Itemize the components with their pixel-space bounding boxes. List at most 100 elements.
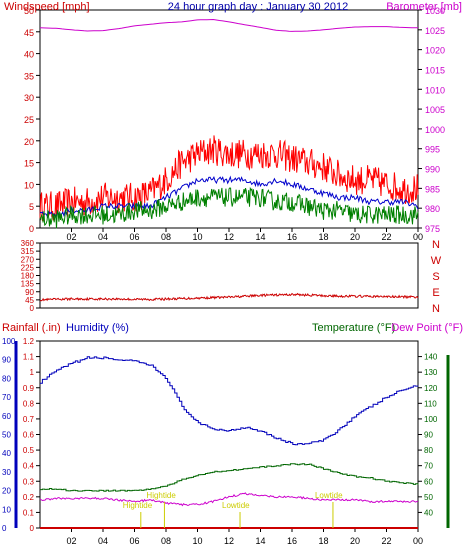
direction-tick-label: 180 (21, 272, 35, 281)
temp-tick-label: 130 (424, 368, 438, 377)
direction-tick-label: 360 (21, 239, 35, 248)
hour-tick-label: 10 (192, 232, 202, 242)
barometer-tick-label: 1025 (425, 26, 445, 36)
temp-tick-label: 120 (424, 384, 438, 393)
compass-label: W (431, 255, 442, 267)
barometer-tick-label: 1015 (425, 65, 445, 75)
rain-tick-label: 0.7 (23, 415, 35, 424)
rain-tick-label: 0.8 (23, 399, 35, 408)
hour-tick-label: 00 (413, 536, 423, 546)
humidity-tick-label: 30 (2, 468, 11, 477)
rain-tick-label: 0.2 (23, 493, 35, 502)
barometer-axis-label: Barometer [mb] (386, 1, 462, 13)
wind-tick-label: 40 (24, 50, 34, 60)
hour-tick-label: 12 (224, 232, 234, 242)
humidity-line (40, 356, 419, 446)
barometer-line (39, 18, 418, 32)
tide-annotation: Hightide (123, 501, 153, 510)
direction-tick-label: 270 (21, 255, 35, 264)
barometer-tick-label: 990 (425, 165, 440, 175)
hour-tick-label: 16 (287, 232, 297, 242)
rain-tick-label: 1.1 (23, 353, 35, 362)
compass-label: E (432, 287, 439, 299)
compass-label: N (432, 303, 440, 315)
hour-tick-label: 02 (66, 232, 76, 242)
hour-tick-label: 22 (381, 536, 391, 546)
hour-tick-label: 14 (255, 232, 265, 242)
rain-tick-label: 0.6 (23, 431, 35, 440)
humidity-axis-label: Humidity (%) (66, 322, 129, 334)
rain-tick-label: 1 (30, 368, 35, 377)
hour-tick-label: 18 (318, 232, 328, 242)
rainfall-axis-label: Rainfall (.in) (2, 322, 61, 334)
humidity-tick-label: 60 (2, 412, 11, 421)
barometer-tick-label: 1000 (425, 125, 445, 135)
rain-tick-label: 0.5 (23, 446, 35, 455)
hour-tick-label: 20 (350, 232, 360, 242)
hour-tick-label: 12 (224, 536, 234, 546)
wind-gust-line (39, 135, 419, 222)
hour-tick-label: 22 (381, 232, 391, 242)
humidity-tick-label: 80 (2, 374, 11, 383)
rain-tick-label: 0.3 (23, 477, 35, 486)
temp-tick-label: 80 (424, 446, 433, 455)
direction-tick-label: 225 (21, 263, 35, 272)
direction-tick-label: 0 (30, 304, 35, 313)
rain-tick-label: 1.2 (23, 337, 35, 346)
hour-tick-label: 06 (129, 232, 139, 242)
wind-tick-label: 25 (24, 115, 34, 125)
wind-tick-label: 10 (24, 180, 34, 190)
temp-tick-label: 70 (424, 462, 433, 471)
hour-tick-label: 14 (255, 536, 265, 546)
hour-tick-label: 04 (98, 536, 108, 546)
wind-tick-label: 20 (24, 137, 34, 147)
temperature-axis-label: Temperature (°F) (312, 322, 395, 334)
rain-tick-label: 0 (30, 524, 35, 533)
humidity-tick-label: 50 (2, 431, 11, 440)
humidity-tick-label: 70 (2, 393, 11, 402)
temp-tick-label: 140 (424, 353, 438, 362)
temp-tick-label: 60 (424, 477, 433, 486)
direction-tick-label: 45 (25, 296, 34, 305)
hour-tick-label: 18 (318, 536, 328, 546)
temp-tick-label: 90 (424, 431, 433, 440)
compass-label: N (432, 239, 440, 251)
hour-tick-label: 10 (192, 536, 202, 546)
barometer-tick-label: 980 (425, 204, 440, 214)
hour-tick-label: 08 (161, 232, 171, 242)
humidity-tick-label: 90 (2, 356, 11, 365)
barometer-tick-label: 975 (425, 224, 440, 234)
hour-tick-label: 20 (350, 536, 360, 546)
barometer-tick-label: 1020 (425, 46, 445, 56)
compass-label: S (432, 271, 439, 283)
barometer-tick-label: 1005 (425, 105, 445, 115)
direction-tick-label: 135 (21, 280, 35, 289)
rain-tick-label: 0.4 (23, 462, 35, 471)
direction-tick-label: 90 (25, 288, 34, 297)
dewpoint-line (39, 492, 419, 507)
wind-tick-label: 30 (24, 93, 34, 103)
humidity-tick-label: 100 (2, 337, 16, 346)
temp-tick-label: 100 (424, 415, 438, 424)
temp-tick-label: 50 (424, 493, 433, 502)
direction-tick-label: 315 (21, 247, 35, 256)
wind-tick-label: 35 (24, 71, 34, 81)
tide-annotation: Hightide (146, 491, 176, 500)
hour-tick-label: 08 (161, 536, 171, 546)
wind-avg-line (39, 186, 419, 229)
graph-title: 24 hour graph day : January 30 2012 (168, 1, 348, 13)
wind-tick-label: 50 (24, 6, 34, 16)
wind-tick-label: 0 (29, 224, 34, 234)
rain-tick-label: 0.1 (23, 508, 35, 517)
humidity-tick-label: 40 (2, 449, 11, 458)
hour-tick-label: 00 (413, 232, 423, 242)
hour-tick-label: 04 (98, 232, 108, 242)
rain-tick-label: 0.9 (23, 384, 35, 393)
barometer-tick-label: 1030 (425, 6, 445, 16)
temp-tick-label: 110 (424, 399, 437, 408)
humidity-tick-label: 0 (2, 524, 7, 533)
humidity-tick-label: 20 (2, 487, 11, 496)
barometer-tick-label: 995 (425, 145, 440, 155)
direction-panel-frame (39, 242, 419, 309)
